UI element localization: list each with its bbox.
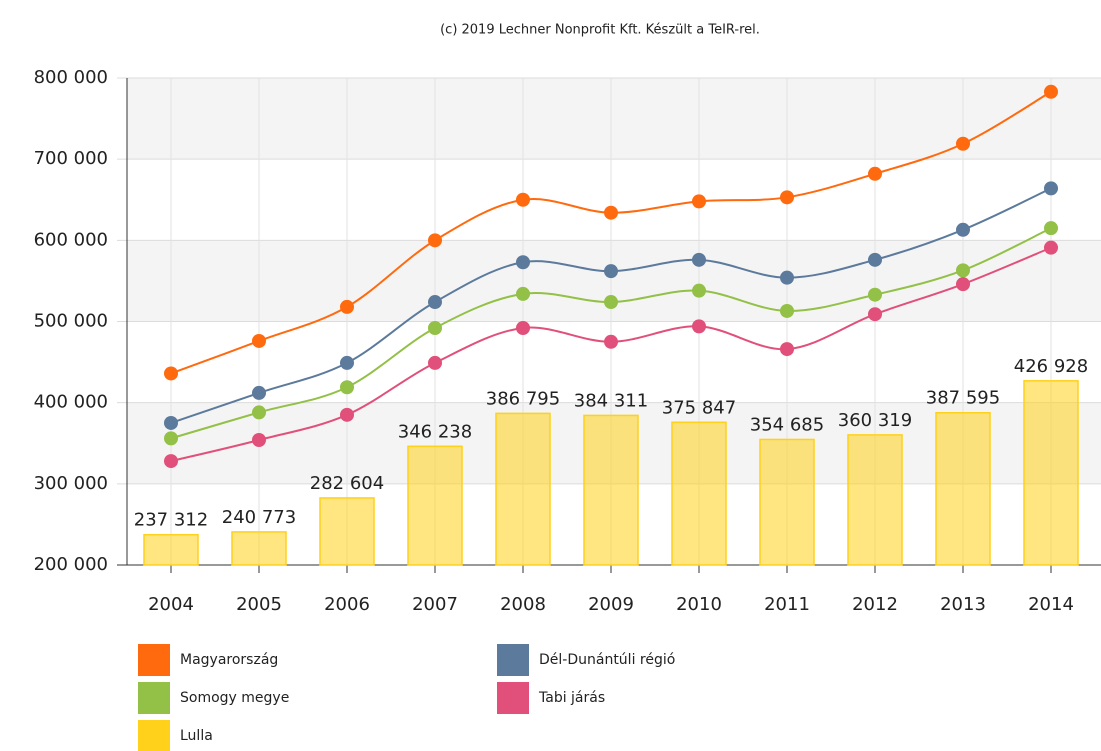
point xyxy=(956,263,970,278)
point xyxy=(164,431,178,446)
point xyxy=(868,252,882,267)
x-tick-label: 2008 xyxy=(500,594,546,615)
point xyxy=(1044,181,1058,196)
point xyxy=(516,192,530,207)
point xyxy=(780,190,794,205)
point xyxy=(164,454,178,469)
point xyxy=(428,233,442,248)
point xyxy=(780,342,794,357)
legend-swatch xyxy=(497,682,529,714)
x-tick-label: 2011 xyxy=(764,594,810,615)
point xyxy=(1044,84,1058,99)
point xyxy=(868,307,882,322)
y-tick-label: 800 000 xyxy=(34,67,108,88)
value-label: 360 319 xyxy=(838,410,912,431)
legend-label: Tabi járás xyxy=(538,690,605,706)
bar xyxy=(495,412,551,566)
point xyxy=(868,287,882,302)
bar xyxy=(231,531,287,566)
point xyxy=(604,295,618,310)
x-tick-label: 2006 xyxy=(324,594,370,615)
y-tick-label: 500 000 xyxy=(34,311,108,332)
x-tick-label: 2013 xyxy=(940,594,986,615)
bar xyxy=(847,434,903,566)
legend-swatch xyxy=(138,644,170,676)
point xyxy=(956,136,970,151)
value-label: 384 311 xyxy=(574,390,648,411)
x-tick-label: 2014 xyxy=(1028,594,1074,615)
bar xyxy=(1023,380,1079,566)
point xyxy=(692,319,706,334)
x-tick-label: 2010 xyxy=(676,594,722,615)
value-label: 354 685 xyxy=(750,414,824,435)
y-tick-label: 700 000 xyxy=(34,148,108,169)
point xyxy=(604,205,618,220)
point xyxy=(1044,221,1058,236)
chart-title: (c) 2019 Lechner Nonprofit Kft. Készült … xyxy=(440,23,760,38)
value-label: 240 773 xyxy=(222,507,296,528)
bar xyxy=(671,421,727,566)
legend-swatch xyxy=(497,644,529,676)
value-label: 375 847 xyxy=(662,397,736,418)
bar xyxy=(935,411,991,566)
grid-band xyxy=(127,240,1101,322)
point xyxy=(780,270,794,285)
x-tick-label: 2009 xyxy=(588,594,634,615)
point xyxy=(604,264,618,279)
point xyxy=(516,320,530,335)
point xyxy=(692,252,706,267)
point xyxy=(340,407,354,422)
point xyxy=(956,277,970,292)
value-label: 346 238 xyxy=(398,421,472,442)
legend-swatch xyxy=(138,682,170,714)
legend-label: Dél-Dunántúli régió xyxy=(539,652,675,668)
point xyxy=(252,405,266,420)
value-label: 282 604 xyxy=(310,473,384,494)
legend-label: Lulla xyxy=(180,728,213,744)
point xyxy=(340,380,354,395)
point xyxy=(428,295,442,310)
y-tick-label: 400 000 xyxy=(34,392,108,413)
bar xyxy=(143,533,199,566)
x-tick-label: 2004 xyxy=(148,594,194,615)
point xyxy=(516,286,530,301)
point xyxy=(604,334,618,349)
y-tick-label: 200 000 xyxy=(34,554,108,575)
point xyxy=(428,355,442,370)
x-tick-label: 2012 xyxy=(852,594,898,615)
y-tick-label: 600 000 xyxy=(34,229,108,250)
point xyxy=(428,320,442,335)
x-tick-label: 2007 xyxy=(412,594,458,615)
point xyxy=(780,303,794,318)
point xyxy=(252,385,266,400)
grid-band xyxy=(127,78,1101,160)
point xyxy=(692,194,706,209)
point xyxy=(956,222,970,237)
bar xyxy=(759,438,815,566)
point xyxy=(164,366,178,381)
point xyxy=(1044,240,1058,255)
value-label: 237 312 xyxy=(134,510,208,531)
point xyxy=(340,299,354,314)
value-label: 386 795 xyxy=(486,388,560,409)
point xyxy=(340,355,354,370)
legend-label: Magyarország xyxy=(180,652,278,668)
legend-label: Somogy megye xyxy=(180,690,289,706)
bar xyxy=(319,497,375,566)
point xyxy=(252,333,266,348)
x-tick-label: 2005 xyxy=(236,594,282,615)
value-label: 387 595 xyxy=(926,388,1000,409)
legend-swatch xyxy=(138,720,170,751)
y-tick-label: 300 000 xyxy=(34,473,108,494)
point xyxy=(252,433,266,448)
point xyxy=(692,283,706,298)
point xyxy=(164,415,178,430)
point xyxy=(516,255,530,270)
value-label: 426 928 xyxy=(1014,356,1088,377)
bar xyxy=(583,414,639,566)
point xyxy=(868,166,882,181)
bar xyxy=(407,445,463,566)
